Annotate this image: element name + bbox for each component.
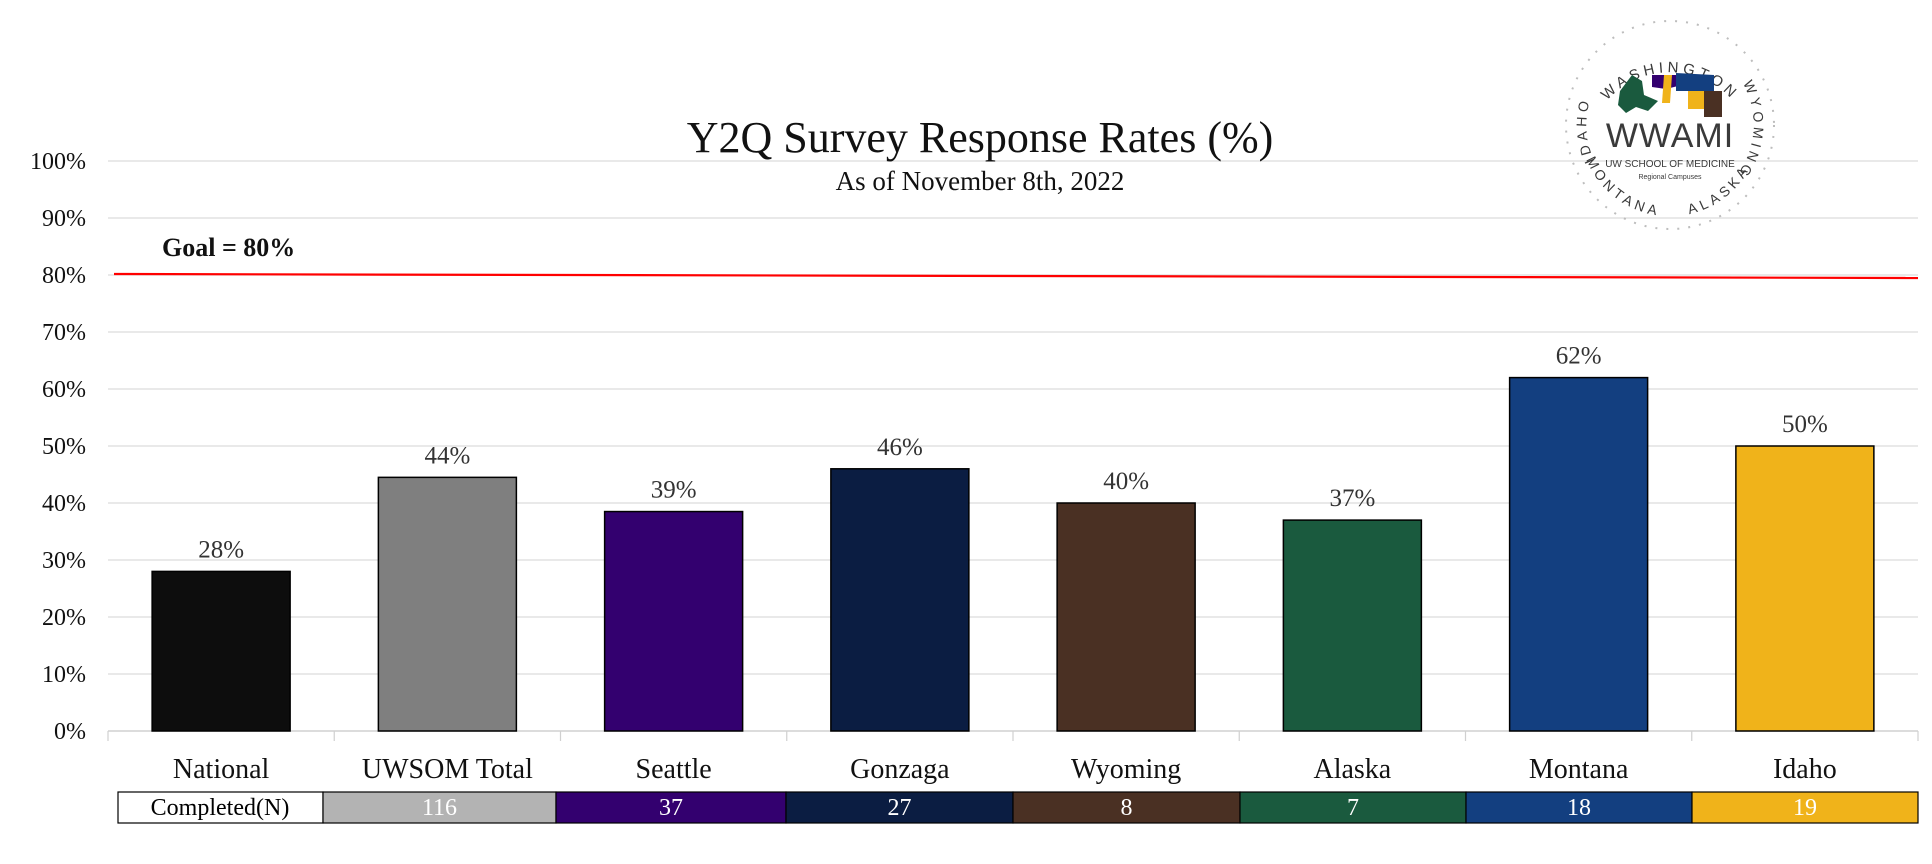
completed-cell xyxy=(1691,791,1919,824)
bar xyxy=(603,510,744,732)
bar xyxy=(1056,502,1196,732)
y-tick-label: 90% xyxy=(42,206,86,232)
logo-wordmark: WWAMI xyxy=(1606,117,1734,155)
logo-map-icon xyxy=(1618,73,1722,117)
completed-cell xyxy=(322,791,557,824)
category-label: Seattle xyxy=(636,754,712,785)
completed-cell xyxy=(555,791,787,824)
y-tick-label: 20% xyxy=(42,605,86,631)
bar xyxy=(830,468,970,732)
completed-cell xyxy=(785,791,1014,824)
logo-line2: Regional Campuses xyxy=(1638,174,1702,181)
completed-header-text: Completed(N) xyxy=(151,795,290,821)
category-label: Montana xyxy=(1529,754,1629,785)
goal-line xyxy=(113,272,1919,280)
y-tick-label: 70% xyxy=(42,320,86,346)
completed-cell-value: 7 xyxy=(1347,795,1359,821)
bar xyxy=(1282,519,1423,732)
completed-cell-value: 37 xyxy=(659,795,683,821)
category-label: Alaska xyxy=(1313,754,1391,785)
y-tick-label: 80% xyxy=(42,263,86,289)
logo-line1: UW SCHOOL OF MEDICINE xyxy=(1605,159,1735,170)
bar xyxy=(1508,376,1649,732)
y-tick-label: 40% xyxy=(42,491,86,517)
category-labels: National UWSOM Total Seattle Gonzaga Wyoming… xyxy=(173,754,1837,785)
wwami-logo: WASHINGTON IDAHO WYOMING MONTANA ALASKA … xyxy=(1565,20,1775,230)
chart-title: Y2Q Survey Response Rates (%) xyxy=(687,113,1274,162)
completed-cell-value: 18 xyxy=(1567,795,1591,821)
completed-header-cell xyxy=(117,791,324,824)
bar-data-label: 39% xyxy=(651,477,697,504)
bar-data-label: 50% xyxy=(1782,411,1828,438)
completed-cell-value: 19 xyxy=(1793,795,1817,821)
goal-line-group: Goal = 80% xyxy=(113,233,1919,280)
completed-cell-value: 8 xyxy=(1121,795,1133,821)
category-label: Idaho xyxy=(1773,754,1837,785)
bar xyxy=(1735,445,1875,732)
y-tick-label: 0% xyxy=(54,719,86,745)
bar-data-label: 37% xyxy=(1329,485,1375,512)
bar xyxy=(377,476,518,732)
bar-data-label: 40% xyxy=(1103,468,1149,495)
y-tick-label: 10% xyxy=(42,662,86,688)
y-tick-label: 60% xyxy=(42,377,86,403)
y-tick-label: 50% xyxy=(42,434,86,460)
bar xyxy=(151,570,291,732)
data-labels: 28% 44% 39% 46% 40% 37% 62% 50% xyxy=(198,343,1828,564)
y-tick-label: 30% xyxy=(42,548,86,574)
bar-data-label: 44% xyxy=(424,442,470,469)
category-label: Gonzaga xyxy=(850,754,950,785)
goal-label: Goal = 80% xyxy=(162,233,295,262)
logo-ring-left: IDAHO xyxy=(1573,95,1597,166)
bar-data-label: 28% xyxy=(198,536,244,563)
bar-data-label: 62% xyxy=(1556,343,1602,370)
category-label: UWSOM Total xyxy=(362,754,533,785)
bar-data-label: 46% xyxy=(877,434,923,461)
completed-n-table: Completed(N) 116 37 27 8 7 18 19 xyxy=(117,791,1919,824)
y-axis-tick-labels: 0% 10% 20% 30% 40% 50% 60% 70% 80% 90% 100% xyxy=(30,149,86,745)
completed-cell-value: 27 xyxy=(888,795,912,821)
category-label: National xyxy=(173,754,270,785)
completed-cell xyxy=(1012,791,1241,824)
bars xyxy=(151,376,1875,732)
completed-cell-value: 116 xyxy=(422,795,457,821)
category-label: Wyoming xyxy=(1071,754,1181,785)
chart-subtitle: As of November 8th, 2022 xyxy=(836,166,1125,196)
y-tick-label: 100% xyxy=(30,149,86,175)
